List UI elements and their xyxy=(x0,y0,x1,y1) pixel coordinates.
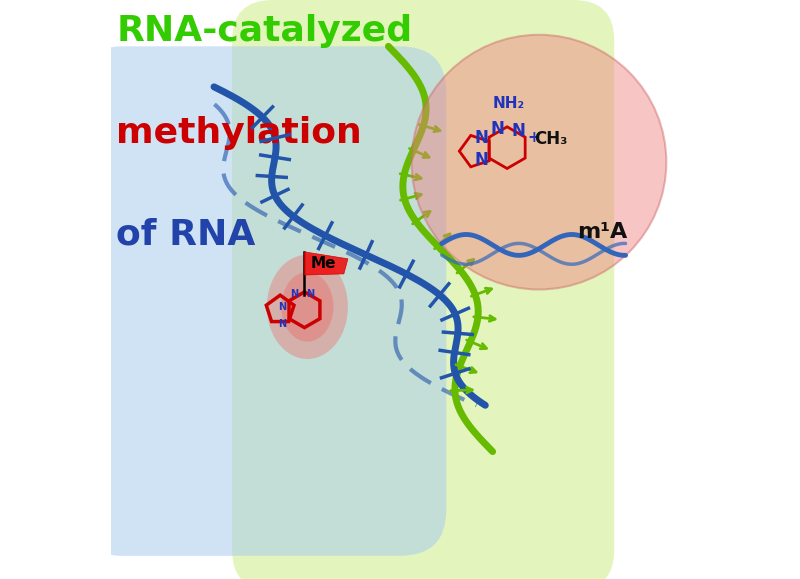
FancyBboxPatch shape xyxy=(76,46,446,556)
Text: m¹A: m¹A xyxy=(578,222,628,242)
Ellipse shape xyxy=(267,255,348,359)
Ellipse shape xyxy=(282,272,334,342)
Text: N: N xyxy=(290,288,298,299)
Text: methylation: methylation xyxy=(116,116,362,150)
Polygon shape xyxy=(305,252,348,275)
Text: N: N xyxy=(278,302,286,312)
Text: of RNA: of RNA xyxy=(116,217,256,251)
Text: N: N xyxy=(475,129,489,147)
Text: CH₃: CH₃ xyxy=(534,130,567,148)
Text: Me: Me xyxy=(310,256,336,271)
Text: N: N xyxy=(490,119,505,138)
Text: N: N xyxy=(306,288,314,299)
FancyBboxPatch shape xyxy=(232,0,614,579)
Text: N: N xyxy=(475,151,489,169)
Text: RNA-catalyzed: RNA-catalyzed xyxy=(116,14,413,49)
Text: NH₂: NH₂ xyxy=(493,96,525,111)
Text: N: N xyxy=(278,319,286,329)
Circle shape xyxy=(411,35,666,290)
Text: +: + xyxy=(528,130,541,145)
Text: N: N xyxy=(511,122,526,140)
